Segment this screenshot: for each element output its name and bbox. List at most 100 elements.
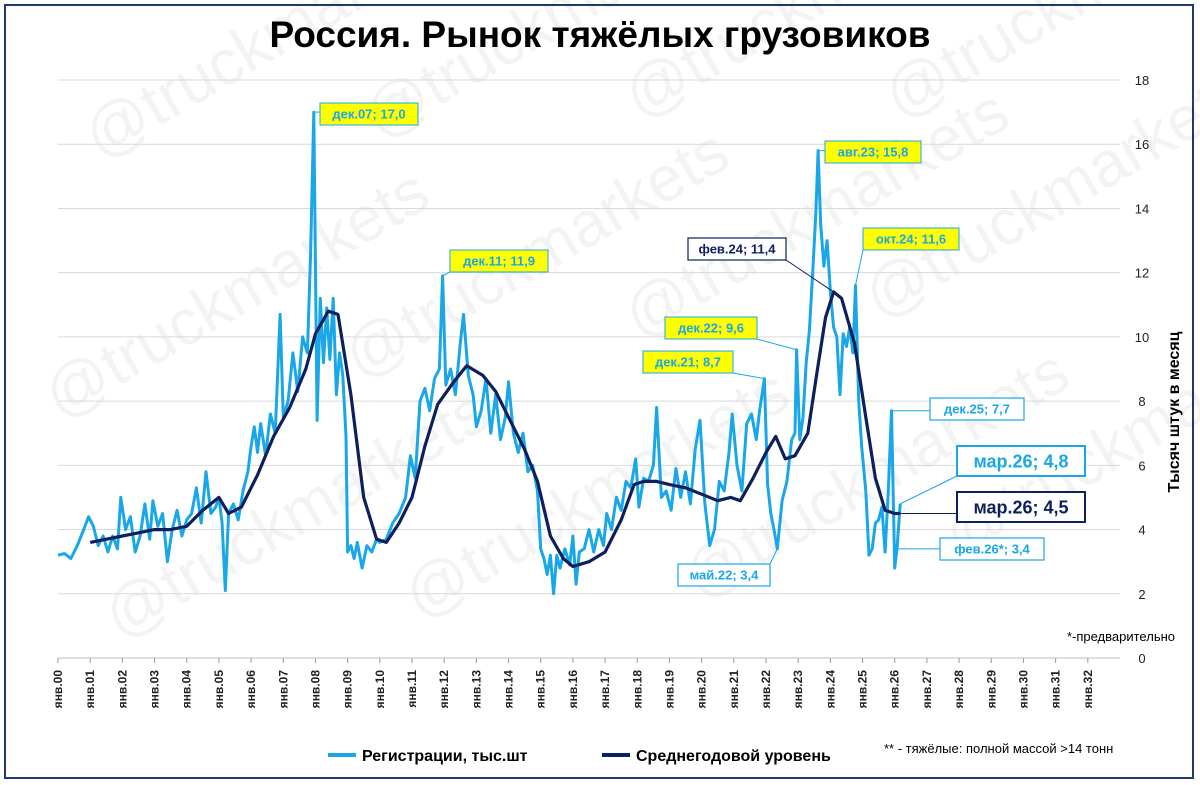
- callout-box: [677, 563, 771, 587]
- callout-box: [862, 227, 960, 251]
- x-tick-label: янв.32: [1081, 670, 1095, 709]
- callout-aug23: авг.23; 15,8: [818, 140, 922, 164]
- watermark-text: @truckmarkets: [31, 154, 440, 432]
- x-tick-label: янв.01: [83, 670, 97, 709]
- callout-label: дек.21; 8,7: [655, 355, 721, 370]
- x-tick-label: янв.04: [180, 670, 194, 709]
- callout-dec22: дек.22; 9,6: [664, 316, 797, 351]
- callout-dec11: дек.11; 11,9: [442, 249, 549, 277]
- x-tick-label: янв.18: [630, 670, 644, 709]
- callout-may22: май.22; 3,4: [677, 548, 778, 587]
- y-tick-label: 16: [1135, 137, 1149, 152]
- series-lines: [57, 110, 902, 596]
- x-axis-ticks: янв.00 янв.01 янв.02 янв.03 янв.04 янв.05 янв.…: [51, 658, 1095, 708]
- callout-label: дек.25; 7,7: [944, 402, 1010, 417]
- x-tick-label: янв.10: [373, 670, 387, 709]
- callout-label: май.22; 3,4: [690, 568, 760, 583]
- y-tick-label: 10: [1135, 330, 1149, 345]
- callout-leader: [442, 271, 451, 277]
- callout-oct24: окт.24; 11,6: [854, 227, 960, 286]
- callout-box: [664, 316, 758, 340]
- callout-box: [929, 397, 1025, 421]
- callout-dec07: дек.07; 17,0: [313, 102, 419, 126]
- x-tick-label: янв.16: [566, 670, 580, 709]
- x-tick-label: янв.09: [341, 670, 355, 709]
- callout-box: [642, 350, 734, 374]
- x-tick-label: янв.22: [759, 670, 773, 709]
- series-line-average: [89, 290, 901, 569]
- note-preliminary: *-предварительно: [1067, 629, 1175, 644]
- y-axis-ticks: 0 2 4 6 8 10 12 14 16 18: [1135, 73, 1149, 666]
- callout-leader: [769, 548, 778, 565]
- y-tick-label: 12: [1135, 266, 1149, 281]
- y-tick-label: 4: [1138, 523, 1145, 538]
- y-tick-label: 0: [1138, 651, 1145, 666]
- y-tick-label: 18: [1135, 73, 1149, 88]
- callout-dec25: дек.25; 7,7: [891, 397, 1025, 421]
- callout-leader: [854, 249, 864, 286]
- legend-label-average: Среднегодовой уровень: [636, 748, 831, 765]
- callout-label: окт.24; 11,6: [876, 232, 946, 247]
- x-tick-label: янв.20: [695, 670, 709, 709]
- y-tick-label: 8: [1138, 394, 1145, 409]
- x-tick-label: янв.13: [469, 670, 483, 709]
- x-tick-label: янв.14: [502, 670, 516, 709]
- x-tick-label: янв.30: [1016, 670, 1030, 709]
- callout-label: дек.07; 17,0: [332, 107, 405, 122]
- annotation-callouts: дек.07; 17,0 дек.11; 11,9 дек.22; 9,6 дек.2…: [313, 102, 1086, 587]
- note-heavy-definition: ** - тяжёлые: полной массой >14 тонн: [884, 741, 1113, 756]
- callout-box: [687, 237, 787, 261]
- callout-box: [939, 537, 1045, 561]
- callout-label: авг.23; 15,8: [838, 145, 909, 160]
- y-tick-label: 2: [1138, 587, 1145, 602]
- callout-mar26b: мар.26; 4,5: [900, 491, 1086, 523]
- callout-leader: [732, 372, 765, 380]
- callout-box: [956, 491, 1086, 523]
- callout-label: мар.26; 4,5: [973, 497, 1068, 517]
- callout-leader: [756, 338, 797, 351]
- x-tick-label: янв.11: [405, 670, 419, 708]
- chart-frame: [4, 4, 1194, 779]
- x-tick-label: янв.06: [244, 670, 258, 709]
- x-tick-label: янв.17: [598, 670, 612, 709]
- x-tick-label: янв.29: [984, 670, 998, 709]
- x-tick-label: янв.00: [51, 670, 65, 709]
- callout-mar26a: мар.26; 4,8: [899, 445, 1086, 505]
- x-tick-label: янв.12: [437, 670, 451, 709]
- callout-label: мар.26; 4,8: [973, 451, 1068, 471]
- callout-box: [824, 140, 922, 164]
- callout-label: дек.11; 11,9: [463, 254, 535, 269]
- callout-leader: [899, 475, 958, 505]
- callout-feb26: фев.26*; 3,4: [896, 537, 1045, 561]
- x-tick-label: янв.23: [791, 670, 805, 709]
- x-tick-label: янв.28: [952, 670, 966, 709]
- x-tick-label: янв.26: [888, 670, 902, 709]
- series-line-registrations: [57, 110, 902, 596]
- callout-label: фев.24; 11,4: [698, 242, 776, 257]
- legend: Регистрации, тыс.шт Среднегодовой уровен…: [328, 748, 831, 765]
- callout-feb24: фев.24; 11,4: [687, 237, 834, 293]
- legend-label-registrations: Регистрации, тыс.шт: [362, 748, 528, 765]
- x-tick-label: янв.15: [534, 670, 548, 709]
- x-tick-label: янв.21: [727, 670, 741, 709]
- x-tick-label: янв.27: [920, 670, 934, 709]
- x-tick-label: янв.03: [148, 670, 162, 709]
- callout-box: [956, 445, 1086, 477]
- x-tick-label: янв.08: [308, 670, 322, 709]
- y-axis-label: Тысяч штук в месяц: [1166, 331, 1183, 492]
- x-tick-label: янв.05: [212, 670, 226, 709]
- x-tick-label: янв.07: [276, 670, 290, 709]
- callout-leader: [785, 259, 834, 293]
- x-tick-label: янв.19: [662, 670, 676, 709]
- callout-box: [449, 249, 549, 273]
- chart-title: Россия. Рынок тяжёлых грузовиков: [269, 14, 931, 55]
- y-tick-label: 6: [1138, 458, 1145, 473]
- callout-dec21: дек.21; 8,7: [642, 350, 765, 380]
- x-tick-label: янв.02: [115, 670, 129, 709]
- callout-box: [319, 102, 419, 126]
- x-tick-label: янв.31: [1049, 670, 1063, 709]
- callout-label: дек.22; 9,6: [678, 321, 744, 336]
- callout-label: фев.26*; 3,4: [954, 542, 1030, 557]
- y-tick-label: 14: [1135, 201, 1149, 216]
